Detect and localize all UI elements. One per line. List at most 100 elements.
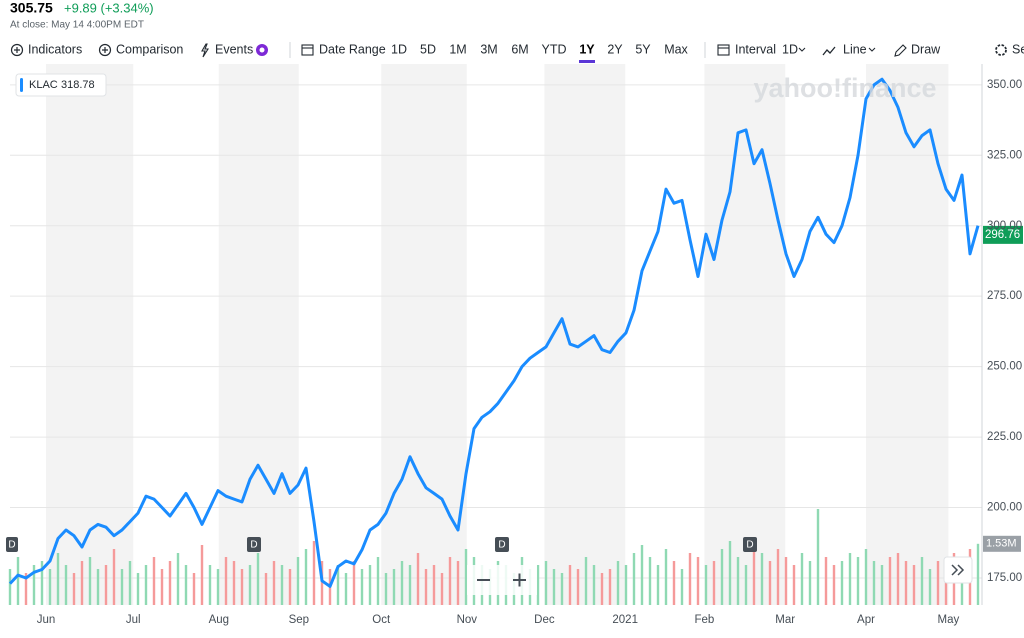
event-marker[interactable]: [495, 537, 509, 552]
icon: [995, 44, 1007, 56]
x-tick-label: Jul: [126, 614, 141, 626]
range-button[interactable]: 1Y: [579, 42, 595, 56]
range-button[interactable]: 3M: [480, 42, 497, 56]
volume-bar: [32, 565, 36, 605]
volume-bar: [648, 557, 652, 605]
month-band: [704, 64, 786, 605]
toolbar: Indicators Comparison Events Date Range …: [10, 42, 1024, 63]
y-tick-label: 225.00: [987, 431, 1022, 443]
volume-bar: [272, 561, 276, 605]
icon: [259, 47, 265, 53]
event-marker[interactable]: [743, 537, 757, 552]
indicators-button[interactable]: Indicators: [28, 42, 82, 56]
volume-bar: [824, 557, 828, 605]
volume-bar: [848, 553, 852, 605]
volume-bar: [16, 557, 20, 605]
x-tick-label: 2021: [612, 614, 638, 626]
events-button[interactable]: Events: [215, 42, 253, 56]
zoom-in[interactable]: [513, 573, 526, 587]
date-range-button[interactable]: Date Range: [319, 42, 386, 56]
range-button[interactable]: 1M: [449, 42, 466, 56]
volume-bar: [792, 565, 796, 605]
volume-bar: [736, 557, 740, 605]
volume-bar: [160, 569, 164, 605]
event-marker[interactable]: [6, 537, 18, 552]
volume-bar: [8, 569, 12, 605]
month-band: [381, 64, 467, 605]
legend-symbol: KLAC: [29, 79, 58, 91]
icon: [301, 44, 314, 56]
volume-bar: [456, 561, 460, 605]
range-button[interactable]: 2Y: [607, 42, 623, 56]
volume-bar: [280, 565, 284, 605]
volume-bar: [400, 561, 404, 605]
volume-bar: [576, 569, 580, 605]
month-band: [218, 64, 299, 605]
volume-bar: [392, 569, 396, 605]
current-price-label: 296.76: [985, 229, 1020, 241]
volume-bar: [128, 561, 132, 605]
market-status: At close: May 14 4:00PM EDT: [10, 20, 144, 31]
y-tick-label: 350.00: [987, 79, 1022, 91]
range-button[interactable]: 5D: [420, 42, 436, 56]
volume-bar: [600, 573, 604, 605]
icon: [98, 43, 112, 57]
x-tick-label: Sep: [289, 614, 309, 626]
volume-bar: [168, 561, 172, 605]
icon: [14, 47, 20, 53]
volume-bar: [688, 553, 692, 605]
interval-value[interactable]: 1D: [782, 42, 798, 56]
volume-bar: [296, 557, 300, 605]
volume-bar: [120, 569, 124, 605]
volume-bar: [808, 561, 812, 605]
event-label: D: [498, 540, 505, 551]
volume-bar: [912, 565, 916, 605]
volume-bar: [920, 557, 924, 605]
range-button[interactable]: YTD: [542, 42, 567, 56]
volume-bar: [720, 549, 724, 605]
x-tick-label: Aug: [209, 614, 229, 626]
icon: [798, 47, 806, 52]
volume-bar: [264, 573, 268, 605]
volume-bar: [664, 549, 668, 605]
volume-bar: [96, 569, 100, 605]
x-tick-label: Dec: [534, 614, 555, 626]
chart-type-button[interactable]: Line: [843, 42, 867, 56]
volume-bar: [368, 565, 372, 605]
range-button[interactable]: Max: [664, 42, 688, 56]
volume-bar: [240, 569, 244, 605]
volume-bar: [744, 565, 748, 605]
volume-bar: [176, 553, 180, 605]
volume-bar: [816, 509, 820, 605]
event-label: D: [8, 540, 15, 551]
volume-bar: [640, 545, 644, 605]
volume-bar: [312, 541, 316, 605]
legend-box: [15, 73, 107, 97]
event-label: D: [250, 540, 257, 551]
volume-bar: [448, 557, 452, 605]
volume-bar: [352, 561, 356, 605]
event-marker[interactable]: [247, 537, 261, 552]
comparison-button[interactable]: Comparison: [116, 42, 183, 56]
icon: [102, 47, 108, 53]
volume-bar: [336, 565, 340, 605]
volume-bar: [656, 565, 660, 605]
volume-bar: [104, 565, 108, 605]
volume-bar: [752, 545, 756, 605]
volume-bar: [208, 565, 212, 605]
events: D D D D: [6, 537, 757, 552]
range-button[interactable]: 5Y: [635, 42, 651, 56]
volume-bar: [624, 565, 628, 605]
range-button[interactable]: 6M: [511, 42, 528, 56]
month-band: [866, 64, 949, 605]
volume-bar: [464, 549, 468, 605]
volume-bar: [56, 553, 60, 605]
interval-button[interactable]: Interval: [735, 42, 776, 56]
volume-bar: [72, 573, 76, 605]
volume-bar: [896, 553, 900, 605]
settings-button[interactable]: Se: [1012, 42, 1024, 56]
range-button[interactable]: 1D: [391, 42, 407, 56]
volume-bar: [680, 569, 684, 605]
draw-button[interactable]: Draw: [911, 42, 941, 56]
